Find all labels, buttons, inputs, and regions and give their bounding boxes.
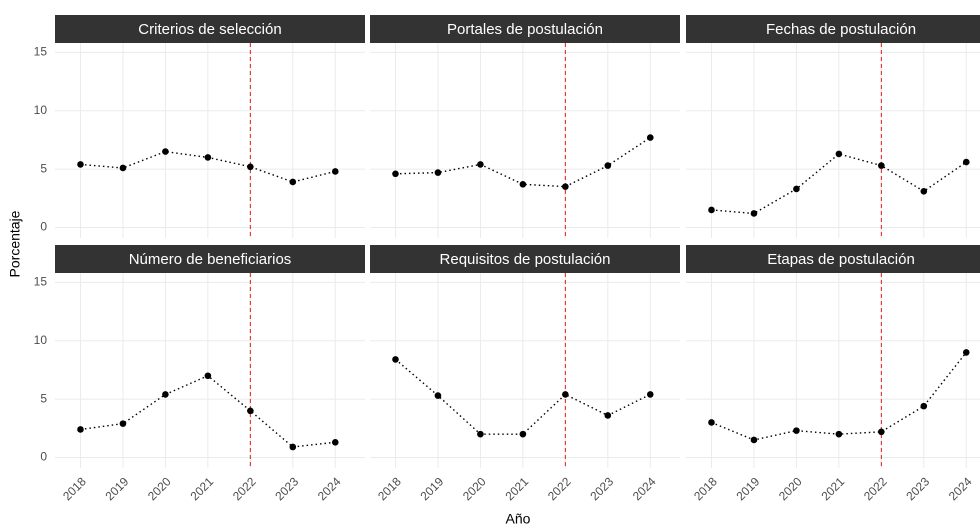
x-tick-label: 2024 <box>630 474 659 503</box>
data-point <box>920 187 928 195</box>
x-tick-label: 2019 <box>418 474 447 503</box>
data-point <box>708 419 715 426</box>
x-tick-label: 2024 <box>315 474 344 503</box>
data-point <box>708 206 715 214</box>
x-tick-label: 2019 <box>103 474 132 503</box>
x-tick-label: 2021 <box>187 474 216 503</box>
x-axis-title: Año <box>506 511 531 527</box>
y-tick-label: 15 <box>34 45 48 59</box>
x-tick-label: 2024 <box>946 474 975 503</box>
x-tick-label: 2021 <box>502 474 531 503</box>
data-point <box>204 372 212 380</box>
strip-title: Portales de postulación <box>447 21 603 38</box>
x-tick-label: 2023 <box>587 474 616 503</box>
data-point <box>646 391 654 398</box>
x-tick-label: 2022 <box>861 474 890 503</box>
data-point <box>962 349 970 356</box>
x-tick-label: 2020 <box>776 474 805 503</box>
data-point <box>835 430 843 438</box>
panel: Criterios de selección 0 5 10 15 <box>34 15 365 238</box>
data-point <box>519 430 527 438</box>
data-point <box>477 161 484 168</box>
data-point <box>962 158 970 166</box>
data-point <box>793 427 800 434</box>
y-tick-label: 5 <box>40 161 47 175</box>
data-point <box>434 169 442 176</box>
strip-title: Criterios de selección <box>138 21 281 38</box>
data-point <box>646 134 654 141</box>
data-point <box>331 168 339 175</box>
data-point <box>920 402 928 410</box>
x-tick-label: 2023 <box>272 474 301 503</box>
panel: Etapas de postulación 2018 2019 2020 2021 202… <box>686 245 980 503</box>
x-tick-label: 2020 <box>460 474 489 503</box>
y-tick-label: 10 <box>34 103 48 117</box>
strip-title: Fechas de postulación <box>766 21 916 38</box>
y-tick-label: 0 <box>40 220 47 234</box>
data-point <box>331 439 339 446</box>
strip <box>686 245 980 273</box>
strip-title: Número de beneficiarios <box>129 251 292 268</box>
data-point <box>247 407 254 415</box>
data-point <box>289 443 297 451</box>
y-tick-label: 10 <box>34 333 48 347</box>
data-point <box>434 392 442 399</box>
data-point <box>562 183 569 190</box>
data-point <box>835 150 843 158</box>
data-point <box>77 161 84 168</box>
y-tick-label: 0 <box>40 450 47 464</box>
data-point <box>793 185 800 193</box>
data-point <box>119 164 127 172</box>
panel: Requisitos de postulación 2018 2019 2020 202… <box>370 245 680 503</box>
x-tick-label: 2022 <box>545 474 574 503</box>
strip <box>370 245 680 273</box>
data-point <box>119 420 127 427</box>
data-point <box>77 426 84 433</box>
strip-title: Etapas de postulación <box>767 251 915 268</box>
x-tick-label: 2021 <box>818 474 847 503</box>
data-point <box>562 391 569 398</box>
y-axis-title: Porcentaje <box>7 210 23 277</box>
y-tick-label: 15 <box>34 275 48 289</box>
panel: Número de beneficiarios 0 5 10 15 2018 2019 202… <box>34 245 365 503</box>
data-point <box>878 428 885 436</box>
data-point <box>247 163 254 171</box>
data-point <box>162 148 169 155</box>
data-point <box>392 170 399 178</box>
x-tick-label: 2019 <box>734 474 763 503</box>
data-point <box>750 210 758 217</box>
data-point <box>392 356 399 363</box>
strip <box>55 15 365 43</box>
data-point <box>604 412 612 419</box>
panel: Portales de postulación <box>370 15 680 238</box>
strip <box>370 15 680 43</box>
data-point <box>162 391 169 398</box>
x-tick-label: 2020 <box>145 474 174 503</box>
x-tick-label: 2018 <box>691 474 720 503</box>
data-point <box>604 162 612 169</box>
data-point <box>878 162 885 169</box>
x-tick-label: 2018 <box>375 474 404 503</box>
data-point <box>477 430 484 438</box>
data-point <box>289 178 297 186</box>
x-tick-label: 2023 <box>903 474 932 503</box>
strip-title: Requisitos de postulación <box>440 251 611 268</box>
y-tick-label: 5 <box>40 391 47 405</box>
x-tick-label: 2022 <box>230 474 259 503</box>
data-point <box>204 154 212 161</box>
data-point <box>519 180 527 188</box>
strip <box>55 245 365 273</box>
x-tick-label: 2018 <box>60 474 89 503</box>
strip <box>686 15 980 43</box>
data-point <box>750 436 758 444</box>
panel: Fechas de postulación <box>686 15 980 238</box>
